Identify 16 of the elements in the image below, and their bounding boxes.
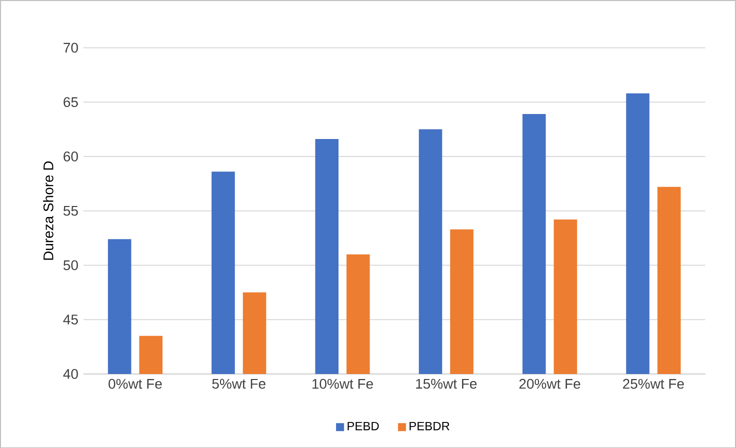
y-tick-label: 70 bbox=[64, 42, 78, 52]
y-tick-label: 45 bbox=[63, 314, 78, 324]
y-tick-label: 60 bbox=[64, 151, 78, 162]
y-tick-label: 40 bbox=[63, 368, 78, 379]
x-tick-label: 10%wt Fe bbox=[312, 378, 373, 389]
y-tick-label: 65 bbox=[64, 96, 78, 107]
legend-label: PEBDR bbox=[410, 422, 450, 430]
legend-label: PEBD bbox=[348, 422, 379, 430]
x-tick-label: 25%wt Fe bbox=[623, 378, 684, 389]
x-tick-label: 5%wt Fe bbox=[212, 378, 266, 389]
y-tick-label: 50 bbox=[63, 260, 78, 270]
y-tick-label: 55 bbox=[63, 206, 78, 216]
x-tick-label: 0%wt Fe bbox=[108, 378, 162, 389]
x-tick-label: 15%wt Fe bbox=[416, 378, 477, 389]
y-axis-title: Dureza Shore D bbox=[43, 161, 54, 260]
x-tick-label: 20%wt Fe bbox=[519, 378, 580, 389]
